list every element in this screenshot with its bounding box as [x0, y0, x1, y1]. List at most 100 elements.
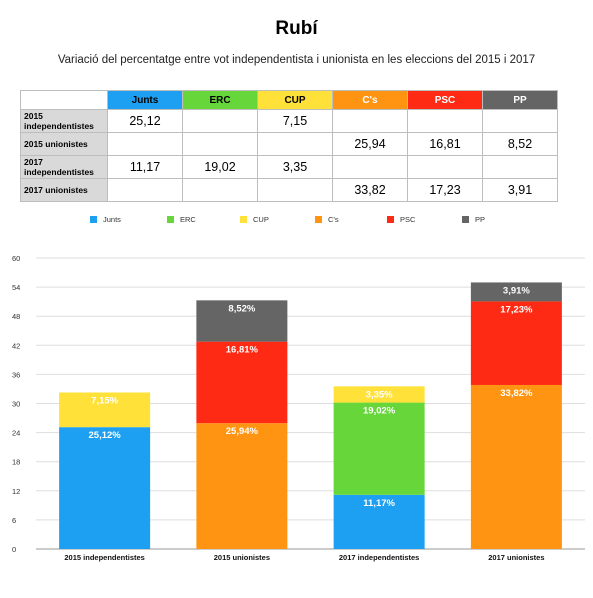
table-header-cell: PSC	[407, 90, 483, 110]
data-label: 25,94%	[226, 426, 259, 437]
table-cell: 7,15	[257, 109, 333, 133]
legend-item-cs: C's	[315, 215, 339, 224]
data-label: 8,52%	[228, 303, 255, 314]
bar-segment	[196, 300, 288, 342]
legend-label: CUP	[253, 215, 269, 224]
legend-item-erc: ERC	[167, 215, 196, 224]
data-label: 7,15%	[91, 395, 118, 406]
table-row-label: 2017 independentistes	[20, 155, 108, 179]
table-cell	[482, 109, 558, 133]
table-cell	[332, 155, 408, 179]
legend-item-cup: CUP	[240, 215, 269, 224]
data-label: 19,02%	[363, 406, 396, 417]
legend-item-junts: Junts	[90, 215, 121, 224]
legend-label: PP	[475, 215, 486, 224]
data-label: 25,12%	[89, 430, 122, 441]
x-tick-label: 2017 unionistes	[488, 553, 544, 562]
y-tick-label: 30	[12, 400, 20, 409]
bar-segment	[333, 494, 425, 549]
legend-swatch	[90, 216, 97, 223]
table-corner-cell	[20, 90, 108, 110]
table-cell	[407, 109, 483, 133]
legend-swatch	[167, 216, 174, 223]
y-tick-label: 0	[12, 545, 16, 554]
table-row-label: 2015 unionistes	[20, 132, 108, 156]
table-cell: 8,52	[482, 132, 558, 156]
data-label: 11,17%	[363, 498, 395, 509]
x-tick-label: 2015 independentistes	[64, 553, 144, 562]
table-row: 2017 independentistes 11,17 19,02 3,35	[20, 155, 558, 179]
table-row: 2015 unionistes 25,94 16,81 8,52	[20, 132, 558, 156]
table-cell	[257, 132, 333, 156]
bar-segment	[196, 341, 288, 424]
data-label: 3,35%	[366, 389, 393, 400]
table-cell	[332, 109, 408, 133]
y-tick-label: 18	[12, 458, 20, 467]
chart-title: Rubí	[275, 18, 318, 39]
legend-item-pp: PP	[462, 215, 485, 224]
y-tick-label: 36	[12, 370, 20, 379]
table-row: 2015 independentistes 25,12 7,15	[20, 109, 558, 133]
table-row-label: 2015 independentistes	[20, 109, 108, 133]
legend-swatch	[387, 216, 394, 223]
table-cell: 25,12	[107, 109, 183, 133]
legend-label: ERC	[180, 215, 196, 224]
bar-segment	[196, 423, 288, 549]
table-cell: 3,35	[257, 155, 333, 179]
y-tick-label: 42	[12, 341, 20, 350]
data-label: 33,82%	[500, 388, 533, 399]
legend-label: Junts	[103, 215, 121, 224]
y-tick-label: 6	[12, 516, 16, 525]
bar-segment	[333, 402, 425, 495]
bar-segment	[470, 384, 562, 549]
table-row-label: 2017 unionistes	[20, 178, 108, 202]
table-cell	[407, 155, 483, 179]
bar-segment	[470, 301, 562, 385]
table-cell: 16,81	[407, 132, 483, 156]
y-tick-label: 48	[12, 312, 20, 321]
table-header-cell: PP	[482, 90, 558, 110]
chart-legend: Junts ERC CUP C's PSC PP	[0, 215, 593, 229]
y-tick-label: 24	[12, 429, 20, 438]
legend-label: C's	[328, 215, 339, 224]
x-tick-label: 2015 unionistes	[214, 553, 270, 562]
table-cell	[182, 109, 258, 133]
y-tick-label: 60	[12, 254, 20, 263]
table-header-cell: C's	[332, 90, 408, 110]
bar-segment	[59, 392, 151, 428]
stacked-bar-chart: 0 6 12 18 24 30 36 42 48 54 60 25,12% 7,15% 2015 inde…	[12, 254, 585, 562]
bar-segment	[59, 427, 151, 549]
chart-subtitle: Variació del percentatge entre vot indep…	[57, 54, 536, 66]
table-header-cell: Junts	[107, 90, 183, 110]
table-cell: 11,17	[107, 155, 183, 179]
data-label: 16,81%	[226, 345, 259, 356]
table-cell: 25,94	[332, 132, 408, 156]
table-cell	[107, 132, 183, 156]
table-cell: 33,82	[332, 178, 408, 202]
data-label: 17,23%	[500, 304, 533, 315]
table-row: 2017 unionistes 33,82 17,23 3,91	[20, 178, 558, 202]
table-cell	[182, 132, 258, 156]
table-cell: 3,91	[482, 178, 558, 202]
legend-item-psc: PSC	[387, 215, 415, 224]
bar-segment	[333, 386, 425, 403]
y-tick-label: 12	[12, 487, 20, 496]
table-header-row: Junts ERC CUP C's PSC PP	[20, 90, 558, 110]
legend-swatch	[315, 216, 322, 223]
x-tick-label: 2017 independentistes	[339, 553, 419, 562]
table-cell	[182, 178, 258, 202]
table-cell	[257, 178, 333, 202]
table-cell: 19,02	[182, 155, 258, 179]
table-header-cell: CUP	[257, 90, 333, 110]
bar-segment	[470, 282, 562, 302]
legend-swatch	[240, 216, 247, 223]
legend-swatch	[462, 216, 469, 223]
table-cell	[482, 155, 558, 179]
table-cell: 17,23	[407, 178, 483, 202]
y-tick-label: 54	[12, 283, 20, 292]
legend-label: PSC	[400, 215, 416, 224]
data-table: Junts ERC CUP C's PSC PP 2015 independen…	[20, 90, 558, 202]
table-cell	[107, 178, 183, 202]
table-header-cell: ERC	[182, 90, 258, 110]
data-label: 3,91%	[503, 285, 530, 296]
